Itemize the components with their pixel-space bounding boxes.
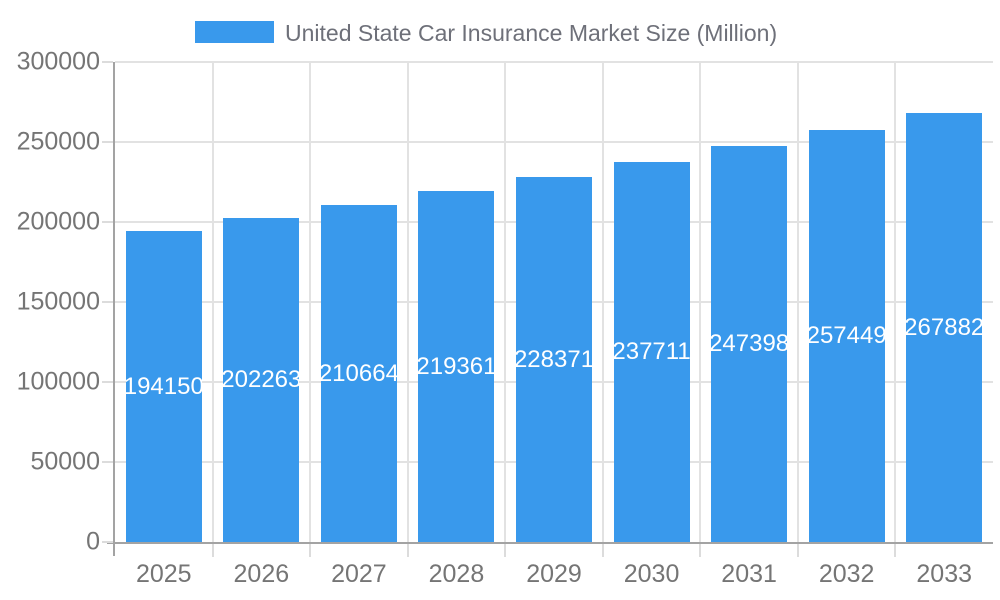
x-axis-tick-label: 2030 xyxy=(623,560,680,588)
x-axis-tick xyxy=(211,544,214,557)
bar-2033: 267882 xyxy=(906,113,983,542)
bar-2027: 210664 xyxy=(320,205,397,542)
bar-2029: 228371 xyxy=(516,177,592,542)
bar-value-label: 247398 xyxy=(711,330,788,357)
x-axis-tick-label: 2033 xyxy=(916,560,973,588)
v-gridline xyxy=(309,62,312,542)
y-axis-tick-label: 250000 xyxy=(16,127,100,156)
y-axis-tick xyxy=(102,221,113,223)
x-axis-tick-label: 2026 xyxy=(233,560,290,588)
y-axis-tick xyxy=(102,461,113,463)
bar-2025: 194150 xyxy=(125,231,202,542)
y-axis-tick xyxy=(102,141,113,143)
legend-label[interactable]: United State Car Insurance Market Size (… xyxy=(285,20,778,46)
y-axis-tick-label: 100000 xyxy=(16,367,100,396)
bar-value-label: 194150 xyxy=(125,372,202,400)
v-gridline xyxy=(211,62,214,542)
bar-value-label: 257449 xyxy=(808,322,885,349)
bar-value-label: 237711 xyxy=(613,338,690,365)
x-axis-tick xyxy=(601,544,604,557)
y-axis-tick-label: 50000 xyxy=(30,447,100,476)
x-axis-tick-label: 2028 xyxy=(428,560,485,588)
y-axis-tick-label: 0 xyxy=(86,527,100,556)
v-gridline xyxy=(699,62,702,542)
bar-2032: 257449 xyxy=(808,130,885,542)
y-axis-tick xyxy=(102,381,113,383)
legend-swatch[interactable] xyxy=(195,21,274,43)
y-axis-tick-label: 150000 xyxy=(16,287,100,316)
v-gridline xyxy=(894,62,897,542)
bar-value-label: 210664 xyxy=(320,359,397,387)
bar-2031: 247398 xyxy=(711,146,788,542)
bar-2030: 237711 xyxy=(613,162,690,542)
x-axis-line xyxy=(107,542,993,544)
h-gridline xyxy=(115,61,993,63)
x-axis-tick-label: 2025 xyxy=(135,560,192,588)
x-axis-tick-label: 2031 xyxy=(721,560,777,588)
x-axis-tick-label: 2029 xyxy=(526,560,582,588)
y-axis-tick-label: 200000 xyxy=(16,207,100,236)
y-axis-tick xyxy=(102,301,113,303)
y-axis-tick xyxy=(102,61,113,63)
y-axis-tick-label: 300000 xyxy=(16,47,100,76)
x-axis-tick xyxy=(699,544,702,557)
bar-value-label: 267882 xyxy=(906,313,983,341)
x-axis-tick xyxy=(894,544,897,557)
plot-area: 194150 202263 210664 219361 228371 237711 2473… xyxy=(17,49,993,588)
x-axis-tick-label: 2032 xyxy=(818,560,875,588)
bar-value-label: 202263 xyxy=(223,366,300,393)
y-axis-tick xyxy=(102,541,113,543)
y-axis-line xyxy=(113,62,115,556)
x-axis-tick-label: 2027 xyxy=(331,560,387,588)
x-axis-tick xyxy=(504,544,507,557)
bar-value-label: 219361 xyxy=(418,352,495,380)
x-axis-tick xyxy=(406,544,409,557)
v-gridline xyxy=(504,62,507,542)
bar-2026: 202263 xyxy=(223,218,300,542)
v-gridline xyxy=(406,62,409,542)
v-gridline xyxy=(601,62,604,542)
bar-2028: 219361 xyxy=(418,191,495,542)
x-axis-tick xyxy=(309,544,312,557)
v-gridline xyxy=(796,62,799,542)
chart-legend: United State Car Insurance Market Size (… xyxy=(0,0,1000,56)
bar-value-label: 228371 xyxy=(516,345,592,373)
h-gridline xyxy=(115,141,993,143)
x-axis-tick xyxy=(796,544,799,557)
